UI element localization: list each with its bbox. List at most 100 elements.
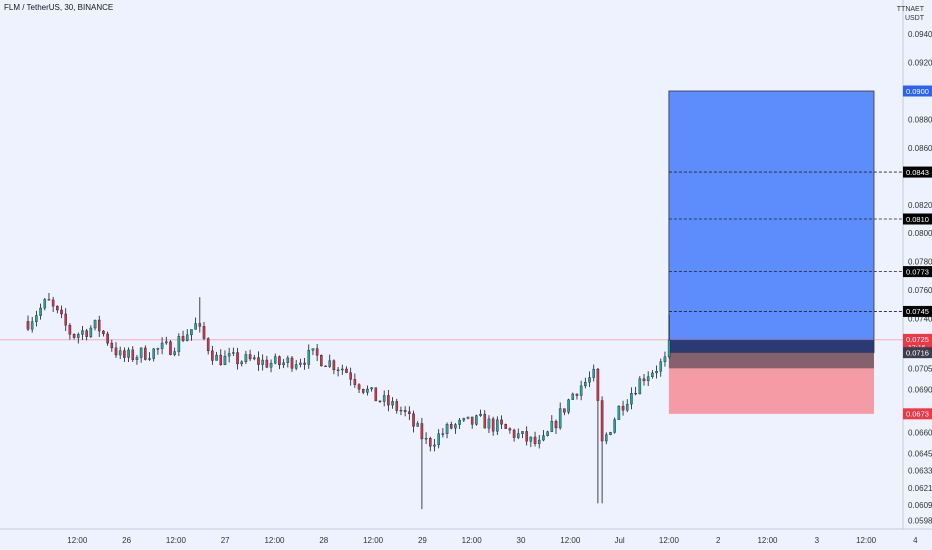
y-tick-label: 0.0740	[908, 315, 932, 324]
candle	[412, 413, 415, 427]
candle	[399, 410, 403, 412]
profit-zone[interactable]	[668, 90, 875, 354]
candle	[508, 428, 512, 431]
candle	[232, 352, 235, 354]
candle	[185, 334, 189, 341]
price-unit-label: TTNAET USDT	[897, 5, 924, 23]
candle	[194, 323, 197, 330]
candle	[667, 339, 671, 358]
candle	[102, 330, 105, 335]
candle	[315, 348, 319, 356]
candle	[85, 330, 88, 337]
candle	[525, 431, 528, 442]
y-tick-label: 0.0760	[908, 286, 932, 295]
candle	[592, 368, 595, 378]
candle	[642, 378, 646, 382]
candle	[500, 419, 503, 425]
candle	[542, 435, 545, 441]
candle	[303, 362, 306, 365]
price-tag-tp	[903, 305, 932, 317]
candle	[391, 401, 394, 406]
candle	[294, 364, 298, 369]
candle	[420, 423, 424, 440]
y-tick-label: 0.0660	[908, 428, 932, 437]
x-tick-label: Jul	[614, 536, 624, 545]
candle	[173, 351, 176, 355]
candle	[236, 352, 239, 365]
price-tag-label: 0.0810	[906, 215, 929, 224]
price-tag-label: 0.0725	[906, 335, 929, 344]
candle	[470, 416, 474, 425]
x-tick-label: 27	[221, 536, 230, 545]
y-tick-label: 0.0920	[908, 59, 932, 68]
y-tick-label: 0.0633	[908, 467, 932, 476]
price-tag-entry	[903, 347, 932, 359]
candle	[466, 416, 470, 419]
candle	[227, 353, 231, 357]
candle	[596, 368, 600, 401]
y-tick-label: 0.0880	[908, 115, 932, 124]
candle	[387, 395, 390, 406]
candle	[202, 326, 206, 339]
candle	[345, 368, 348, 373]
y-tick-label: 0.0690	[908, 386, 932, 395]
y-tick-label: 0.0705	[908, 364, 932, 373]
x-tick-label: 30	[517, 536, 526, 545]
candle	[353, 379, 357, 385]
candle	[336, 369, 340, 371]
candle	[646, 376, 650, 382]
candle	[324, 365, 327, 367]
candle	[429, 438, 432, 447]
candle	[458, 419, 461, 425]
candle	[290, 357, 294, 369]
candle	[651, 372, 654, 377]
candle	[273, 356, 277, 364]
candle	[529, 436, 533, 442]
candle	[462, 418, 466, 421]
x-tick-label: 12:00	[560, 536, 581, 545]
candle	[131, 349, 135, 360]
price-tag-label: 0.0745	[906, 307, 929, 316]
candle	[512, 429, 516, 438]
x-tick-label: 12:00	[166, 536, 187, 545]
x-tick-label: 28	[319, 536, 328, 545]
candle	[39, 307, 42, 316]
candle	[605, 434, 608, 442]
candle	[206, 338, 210, 352]
x-tick-label: 12:00	[462, 536, 483, 545]
candle	[244, 354, 248, 363]
x-tick-label: 29	[418, 536, 427, 545]
x-tick-label: 2	[716, 536, 721, 545]
candle	[97, 319, 101, 332]
candle	[449, 424, 453, 429]
candle	[26, 321, 30, 330]
price-tag-stop	[903, 408, 932, 420]
candle	[51, 299, 55, 307]
candle	[558, 408, 562, 429]
entry-band	[668, 352, 874, 369]
candle	[374, 387, 378, 402]
candle	[144, 347, 147, 360]
y-tick-label: 0.0609	[908, 501, 932, 510]
price-tag-tp	[903, 213, 932, 225]
x-tick-label: 12:00	[363, 536, 384, 545]
candle	[110, 342, 114, 349]
candle	[56, 305, 59, 311]
candle	[609, 432, 612, 435]
price-tag-tp	[903, 166, 932, 178]
candle	[215, 354, 218, 361]
y-tick-label: 0.0940	[908, 30, 932, 39]
candle	[30, 321, 34, 330]
price-tag-label: 0.0843	[906, 168, 929, 177]
candle	[152, 348, 155, 359]
candle	[537, 439, 541, 444]
candle	[349, 372, 352, 380]
candle	[35, 315, 38, 322]
candle	[269, 362, 273, 368]
candle	[211, 350, 214, 361]
price-tag-label: 0.0900	[906, 87, 929, 96]
candle	[634, 393, 637, 395]
candle	[118, 350, 122, 356]
candle	[64, 313, 67, 326]
